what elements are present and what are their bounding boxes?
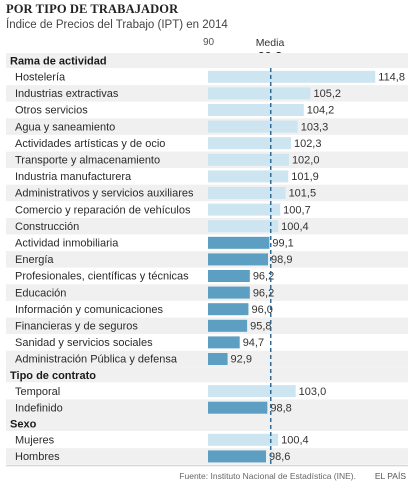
section-header: Sexo	[10, 419, 37, 431]
bar	[208, 353, 228, 365]
bar	[208, 87, 311, 100]
category-label: Mujeres	[15, 435, 55, 447]
category-label: Agua y saneamiento	[15, 121, 115, 133]
row-bg	[6, 334, 408, 351]
value-label: 96,2	[253, 287, 274, 299]
bar	[208, 220, 279, 233]
category-label: Industria manufacturera	[15, 171, 132, 183]
value-label: 100,4	[281, 435, 309, 447]
row-bg	[6, 201, 408, 218]
category-label: Hostelería	[15, 72, 66, 84]
brand-label: EL PAÍS	[374, 471, 406, 481]
category-label: Educación	[15, 287, 66, 299]
bar	[208, 170, 289, 183]
category-label: Indefinido	[15, 402, 63, 414]
value-label: 92,9	[231, 354, 252, 366]
bar	[208, 187, 286, 199]
row-bg	[6, 300, 408, 318]
section-header-bg	[6, 416, 408, 431]
row-bg	[6, 168, 408, 185]
chart-title: POR TIPO DE TRABAJADOR	[6, 2, 179, 16]
row-bg	[6, 448, 408, 465]
category-label: Financieras y de seguros	[15, 321, 138, 333]
row-bg	[6, 317, 408, 335]
category-label: Administrativos y servicios auxiliares	[15, 188, 194, 200]
row-bg	[6, 284, 408, 301]
value-label: 95,8	[250, 321, 271, 333]
value-label: 98,9	[271, 254, 292, 266]
source-note: Fuente: Instituto Nacional de Estadístic…	[179, 471, 356, 481]
value-label: 114,8	[378, 72, 405, 84]
bar	[208, 203, 281, 216]
bar	[208, 303, 249, 316]
section-header-bg	[6, 53, 408, 68]
category-label: Profesionales, científicas y técnicas	[15, 271, 189, 283]
value-label: 100,4	[281, 221, 309, 233]
category-label: Industrias extractivas	[15, 88, 119, 100]
bar	[208, 137, 291, 150]
bar	[208, 120, 298, 133]
value-label: 104,2	[307, 105, 335, 117]
section-header: Tipo de contrato	[10, 370, 96, 382]
category-label: Información y comunicaciones	[15, 304, 163, 316]
bar	[208, 385, 296, 398]
section-header-bg	[6, 367, 408, 383]
category-label: Energía	[15, 254, 54, 266]
row-bg	[6, 184, 408, 202]
row-bg	[6, 431, 408, 449]
value-label: 98,6	[269, 451, 290, 463]
value-label: 94,7	[243, 337, 264, 349]
chart-subtitle: Índice de Precios del Trabajo (IPT) en 2…	[6, 19, 228, 31]
mean-label: Media	[255, 37, 285, 49]
bar	[208, 70, 376, 83]
category-label: Administración Pública y defensa	[15, 354, 178, 366]
row-bg	[6, 134, 408, 152]
category-label: Construcción	[15, 221, 79, 233]
bar	[208, 401, 268, 414]
bar	[208, 236, 270, 249]
category-label: Otros servicios	[15, 105, 88, 117]
bar	[208, 319, 248, 332]
row-bg	[6, 101, 408, 119]
value-label: 103,3	[301, 121, 329, 133]
category-label: Transporte y almacenamiento	[15, 155, 160, 167]
category-label: Actividades artísticas y de ocio	[15, 138, 165, 150]
value-label: 105,2	[314, 88, 342, 100]
bar	[208, 153, 289, 166]
value-label: 101,9	[291, 171, 319, 183]
bar	[208, 433, 279, 446]
bar	[208, 336, 240, 349]
value-label: 103,0	[299, 386, 327, 398]
category-label: Temporal	[15, 386, 60, 398]
category-label: Hombres	[15, 451, 60, 463]
row-bg	[6, 234, 408, 252]
row-bg	[6, 251, 408, 268]
row-bg	[6, 350, 408, 368]
bar	[208, 104, 304, 116]
axis-min-label: 90	[203, 37, 215, 48]
bar	[208, 286, 250, 299]
row-bg	[6, 399, 408, 416]
category-label: Comercio y reparación de vehículos	[15, 204, 191, 216]
value-label: 96,0	[251, 304, 272, 316]
value-label: 102,0	[292, 155, 320, 167]
row-bg	[6, 118, 408, 135]
row-bg	[6, 267, 408, 285]
category-label: Sanidad y servicios sociales	[15, 337, 153, 349]
bar	[208, 253, 269, 266]
row-bg	[6, 151, 408, 169]
row-bg	[6, 217, 408, 235]
bar	[208, 270, 250, 282]
row-bg	[6, 382, 408, 400]
value-label: 101,5	[289, 188, 317, 200]
bar	[208, 450, 267, 463]
value-label: 98,8	[270, 402, 291, 414]
value-label: 99,1	[272, 238, 293, 250]
value-label: 96,2	[253, 271, 274, 283]
value-label: 102,3	[294, 138, 322, 150]
category-label: Actividad inmobiliaria	[15, 238, 119, 250]
section-header: Rama de actividad	[10, 56, 107, 68]
value-label: 100,7	[283, 204, 311, 216]
